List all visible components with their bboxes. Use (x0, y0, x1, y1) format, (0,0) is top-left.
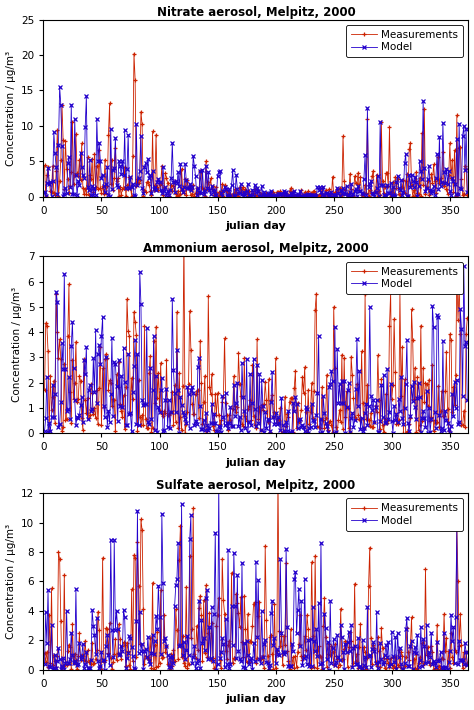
Model (461, 262, 466, 271)
Measurements (275, 470, 281, 479)
Y-axis label: Concentration / μg/m³: Concentration / μg/m³ (12, 288, 22, 403)
Model (159, 188, 164, 197)
Line: Model: Model (43, 264, 469, 435)
Model (465, 396, 470, 405)
Measurements (131, 307, 137, 316)
Measurements (403, 429, 409, 437)
Line: Measurements: Measurements (43, 472, 469, 672)
Model (465, 661, 470, 670)
Model (405, 192, 411, 201)
Model (42, 427, 47, 435)
Measurements (210, 654, 216, 662)
Model (404, 336, 410, 344)
Model (131, 665, 137, 673)
Line: Model: Model (43, 84, 469, 199)
Legend: Measurements, Model: Measurements, Model (346, 261, 463, 294)
Measurements (132, 75, 138, 84)
Measurements (212, 665, 218, 673)
Model (210, 657, 216, 665)
Measurements (447, 139, 453, 148)
Model (158, 386, 164, 395)
Measurements (42, 386, 47, 395)
Model (406, 662, 412, 670)
Model (406, 170, 412, 179)
Measurements (159, 162, 164, 170)
Model (158, 650, 164, 658)
Model (57, 82, 63, 91)
X-axis label: julian day: julian day (226, 221, 286, 231)
Model (210, 419, 216, 427)
X-axis label: julian day: julian day (226, 458, 286, 468)
Legend: Measurements, Model: Measurements, Model (346, 498, 463, 531)
Measurements (254, 192, 260, 201)
Measurements (406, 145, 412, 153)
Model (214, 665, 219, 674)
Measurements (214, 410, 219, 419)
Model (445, 418, 450, 427)
Model (465, 188, 470, 197)
Model (447, 187, 453, 196)
Model (212, 528, 218, 537)
Measurements (447, 664, 453, 672)
Measurements (158, 359, 164, 367)
Model (447, 429, 453, 437)
Model (42, 188, 47, 197)
Measurements (158, 585, 164, 594)
Measurements (465, 190, 470, 199)
Model (447, 647, 453, 655)
Measurements (406, 420, 412, 429)
Model (216, 479, 222, 487)
Measurements (211, 191, 217, 200)
Measurements (447, 330, 453, 339)
Title: Nitrate aerosol, Melpitz, 2000: Nitrate aerosol, Melpitz, 2000 (156, 6, 356, 18)
Model (214, 191, 219, 200)
Title: Sulfate aerosol, Melpitz, 2000: Sulfate aerosol, Melpitz, 2000 (156, 479, 356, 492)
Measurements (211, 426, 217, 435)
Line: Measurements: Measurements (43, 231, 469, 435)
Model (211, 187, 217, 195)
Model (132, 192, 138, 200)
Y-axis label: Concentration / μg/m³: Concentration / μg/m³ (6, 50, 16, 165)
Model (42, 660, 47, 668)
Measurements (131, 50, 137, 58)
Measurements (406, 655, 412, 664)
Measurements (131, 551, 137, 559)
Measurements (401, 665, 406, 674)
Y-axis label: Concentration / μg/m³: Concentration / μg/m³ (6, 524, 16, 639)
Measurements (214, 183, 219, 192)
Line: Model: Model (43, 481, 469, 672)
Line: Measurements: Measurements (43, 52, 469, 199)
Measurements (465, 314, 470, 322)
Title: Ammonium aerosol, Melpitz, 2000: Ammonium aerosol, Melpitz, 2000 (143, 242, 369, 255)
X-axis label: julian day: julian day (226, 694, 286, 704)
Measurements (42, 649, 47, 657)
Model (212, 418, 218, 427)
Measurements (465, 659, 470, 667)
Legend: Measurements, Model: Measurements, Model (346, 25, 463, 58)
Model (131, 362, 137, 371)
Measurements (181, 229, 187, 237)
Measurements (42, 161, 47, 170)
